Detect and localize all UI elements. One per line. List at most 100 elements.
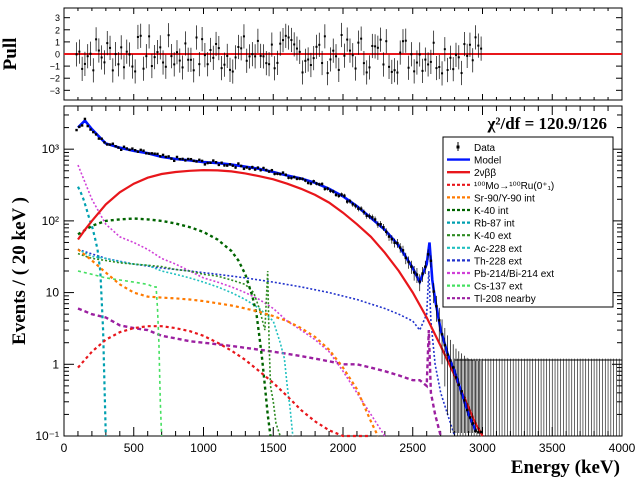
y-tick-label: 10 [46,286,60,300]
data-point [393,241,396,244]
data-point [164,155,168,159]
pull-point [388,65,391,68]
legend-item: Tl-208 nearby [447,294,536,305]
pull-point [457,56,460,59]
legend-box [442,136,614,308]
pull-point [153,56,156,59]
pull-point [365,71,368,74]
y-tick-label: 10³ [42,142,59,156]
pull-point [480,47,483,50]
data-point [150,152,154,155]
pull-point [407,66,410,69]
data-point [465,408,469,412]
data-point [421,272,424,275]
pull-point [114,53,117,56]
pull-point [346,38,349,41]
pull-point [142,67,145,70]
data-point [94,133,98,136]
pull-point [340,33,343,36]
pull-point [454,53,457,56]
pull-point [128,53,131,56]
y-tick-label: 1 [52,357,59,371]
pull-point [309,64,312,67]
pull-point [357,41,360,44]
x-tick-label: 500 [124,441,144,455]
data-point [298,177,301,180]
pull-point [429,60,432,63]
data-point [161,153,165,157]
legend-marker [456,145,460,149]
legend-label: Data [474,143,496,154]
data-point [396,241,399,245]
pull-point [164,65,167,68]
legend-item: Rb-87 int [447,219,515,230]
pull-point [259,54,262,57]
data-point [343,194,346,197]
data-point [354,204,357,208]
pull-point [312,57,315,60]
pull-tick-label: 2 [55,25,60,35]
data-point [479,430,483,434]
series-sr-90-y-90-int [77,248,379,437]
data-point [429,259,433,263]
main-ylabel: Events / ( 20 keV ) [9,197,30,345]
data-point [446,353,449,356]
pull-point [229,68,232,71]
data-point [89,128,92,131]
pull-point [109,46,112,49]
data-point [214,161,218,164]
legend-item: Cs-137 ext [447,282,523,293]
data-point [206,161,209,165]
pull-point [418,53,421,56]
pull-point [337,68,340,71]
data-point [139,148,142,152]
pull-point [371,44,374,47]
data-point [259,168,262,172]
pull-point [295,47,298,50]
pull-point [100,56,103,59]
data-point [245,166,248,169]
pull-point [92,69,95,72]
data-point [452,366,455,369]
data-point [371,216,374,219]
legend-item: 2νββ [447,168,496,179]
data-point [449,359,452,362]
data-point [83,117,87,121]
data-point [284,173,288,176]
data-point [390,237,394,241]
pull-point [374,45,377,48]
pull-point [226,54,229,57]
pull-point [120,46,123,49]
data-point [373,218,377,221]
data-point [454,376,458,379]
data-point [385,230,388,234]
pull-y-ticks: 3 2 1 0 −1 −2 −3 [50,13,622,96]
data-point [192,159,195,163]
main-panel: Events / ( 20 keV ) Energy (keV) 0 500 100… [9,8,635,478]
data-point [209,161,212,164]
data-point [108,143,112,146]
data-point [320,182,324,186]
data-point [412,271,416,274]
pull-tick-label: −2 [50,74,60,84]
data-point [407,260,410,264]
data-point [460,390,463,393]
data-point [100,137,103,140]
data-point [200,159,204,163]
legend-label: Model [474,156,501,167]
legend-item: ¹⁰⁰Mo→¹⁰⁰Ru(0⁺₁) [447,181,554,192]
data-point [237,162,240,165]
pull-point [287,36,290,39]
pull-point [206,63,209,66]
data-point [424,265,427,268]
data-point [239,164,243,168]
data-point [117,146,120,149]
pull-point [234,56,237,59]
data-point [435,305,438,308]
data-point [404,256,407,260]
data-point [136,150,140,153]
x-axis-label: Energy (keV) [511,457,620,478]
data-point [270,169,274,172]
series--mo-ru-0- [77,325,371,438]
data-point [401,249,405,252]
